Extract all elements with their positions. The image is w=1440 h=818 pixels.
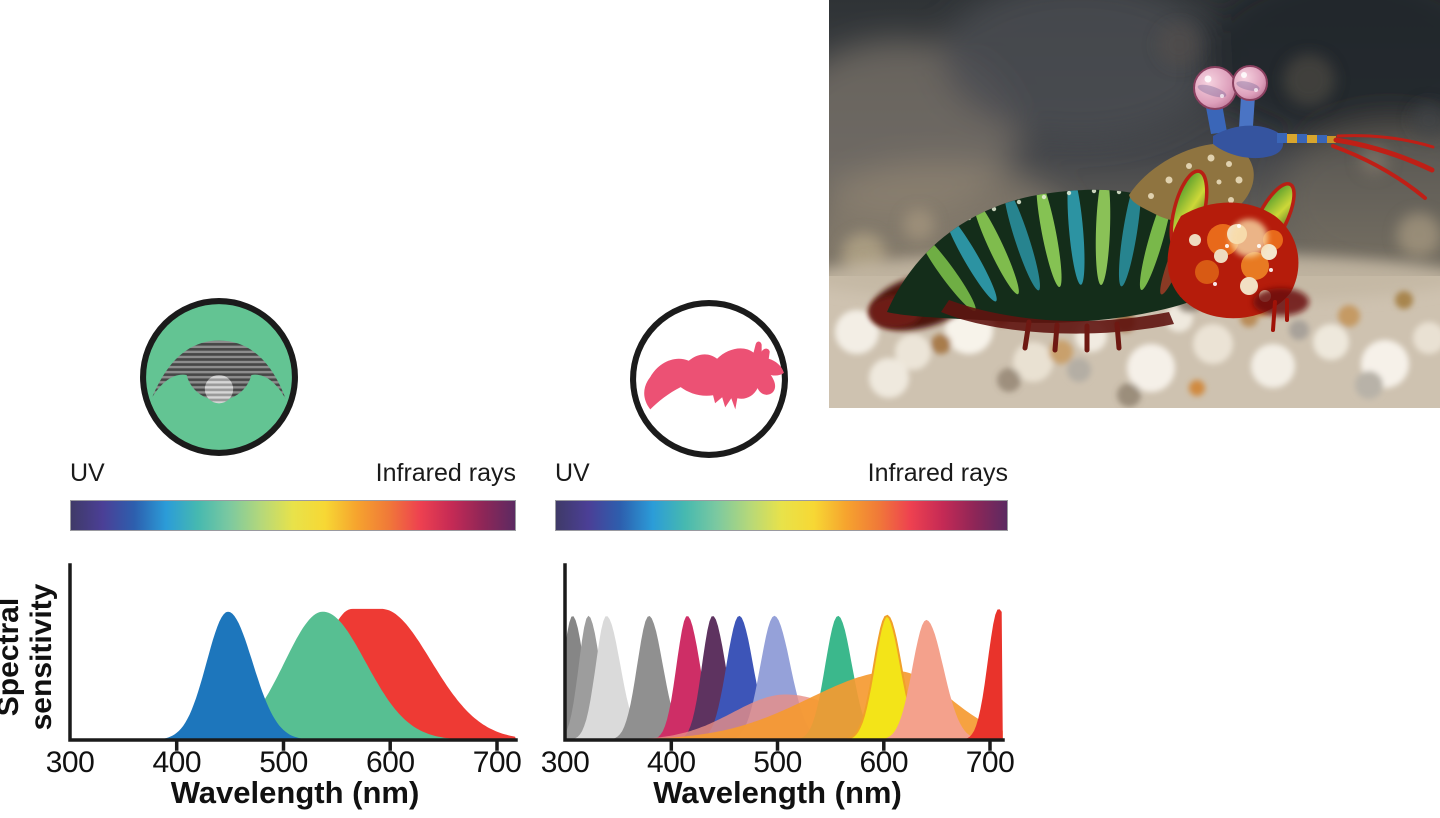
shrimp-sensitivity-chart: 300 400 500 600 700 Wavelength (nm) — [540, 558, 1015, 818]
shrimp-legs — [1022, 319, 1122, 353]
shrimp-antennule-bands — [1277, 133, 1336, 143]
human-sensitivity-plot — [68, 563, 518, 751]
mantis-shrimp-photo — [829, 0, 1440, 408]
eye-pupil — [204, 374, 234, 404]
tick-label-300: 300 — [45, 746, 95, 779]
shrimp-head-blue — [1213, 125, 1284, 159]
shrimp-antennae — [1331, 134, 1435, 200]
curve-m-cone-green- — [157, 611, 507, 740]
tick-label-500: 500 — [753, 746, 802, 779]
infrared-label: Infrared rays — [375, 459, 516, 487]
curve-blue-receptor — [684, 615, 799, 740]
curve-uv-receptor-4 — [598, 616, 709, 740]
axes — [563, 563, 1005, 751]
shrimp-spectrum-labels: UV Infrared rays — [555, 459, 1008, 488]
shrimp-claws — [1167, 202, 1309, 332]
human-spectrum-labels: UV Infrared rays — [70, 459, 516, 488]
spectrum-bar-human — [70, 500, 516, 531]
axes — [68, 563, 518, 751]
curve-red-receptor — [952, 609, 1003, 740]
tick-label-500: 500 — [259, 746, 308, 779]
curve-violet-receptor — [641, 616, 742, 740]
shrimp-figure — [869, 65, 1435, 353]
infrared-label: Infrared rays — [867, 459, 1008, 487]
eye-shape — [152, 340, 286, 401]
curve-green-receptor — [783, 615, 898, 740]
curve-orange-receptor — [866, 619, 1000, 740]
curve-indigo-receptor — [667, 616, 768, 740]
tick-label-300: 300 — [540, 746, 590, 779]
spectrum-bar-shrimp — [555, 500, 1008, 531]
wavelength-axis-label-shrimp: Wavelength (nm) — [653, 775, 902, 810]
tick-label-400: 400 — [152, 746, 202, 779]
spectral-sensitivity-axis-label: Spectral sensitivity — [0, 583, 58, 731]
tick-label-700: 700 — [965, 746, 1015, 779]
uv-label: UV — [70, 459, 105, 487]
tick-label-600: 600 — [859, 746, 909, 779]
mantis-shrimp-icon — [628, 298, 790, 460]
human-sensitivity-chart: 300 400 500 600 700 Wavelength (nm) — [46, 558, 530, 818]
tick-label-400: 400 — [646, 746, 696, 779]
wavelength-axis-label-human: Wavelength (nm) — [170, 775, 420, 810]
uv-label: UV — [555, 459, 590, 487]
human-eye-icon — [138, 296, 300, 458]
curve-s-cone-blue- — [136, 611, 334, 740]
shrimp-sensitivity-plot — [563, 563, 1005, 751]
shrimp-silhouette — [644, 341, 784, 410]
curve-uv-receptor-3 — [565, 616, 666, 740]
shrimp-eyes — [1193, 65, 1268, 110]
curve-blue-green-receptor — [714, 615, 843, 740]
tick-label-700: 700 — [472, 746, 522, 779]
tick-label-600: 600 — [365, 746, 415, 779]
